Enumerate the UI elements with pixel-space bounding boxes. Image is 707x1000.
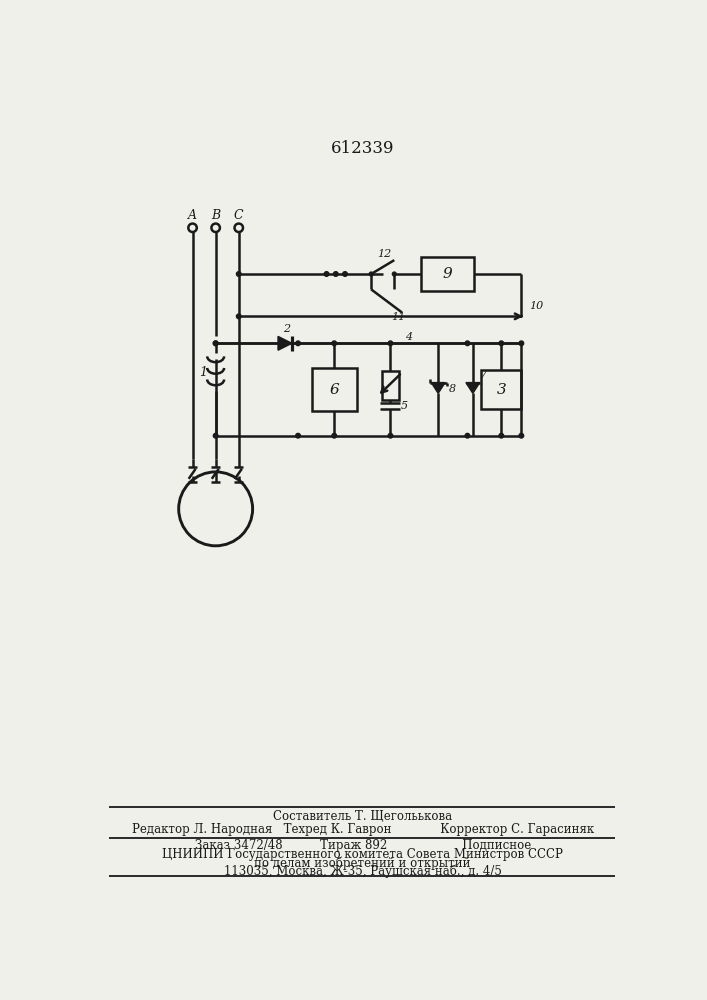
Circle shape [465, 433, 469, 438]
Text: 9: 9 [443, 267, 452, 281]
Circle shape [334, 272, 338, 276]
Circle shape [296, 341, 300, 346]
Circle shape [343, 272, 347, 276]
Circle shape [388, 341, 393, 346]
Text: B: B [211, 209, 220, 222]
Circle shape [214, 433, 218, 438]
Circle shape [214, 341, 218, 346]
Bar [382, 371, 399, 400]
Circle shape [392, 272, 396, 276]
Circle shape [236, 314, 241, 319]
Circle shape [214, 341, 218, 346]
Circle shape [499, 433, 503, 438]
Text: 8: 8 [448, 384, 455, 394]
Bar [421, 257, 474, 291]
Text: C: C [234, 209, 244, 222]
Text: Заказ 3472/48          Тираж 892                    Подписное: Заказ 3472/48 Тираж 892 Подписное [194, 839, 531, 852]
Text: 11: 11 [391, 312, 405, 322]
Text: 10: 10 [530, 301, 544, 311]
Text: 5: 5 [401, 401, 408, 411]
Text: 113035, Москва, Ж-35, Раушская наб., д. 4/5: 113035, Москва, Ж-35, Раушская наб., д. … [224, 865, 502, 878]
Text: 1: 1 [199, 366, 207, 379]
Circle shape [325, 272, 329, 276]
Circle shape [332, 433, 337, 438]
Bar [312, 368, 356, 411]
Text: 6: 6 [329, 382, 339, 396]
Text: 4: 4 [404, 332, 411, 342]
Text: 2: 2 [283, 324, 290, 334]
Text: Составитель Т. Щегольькова: Составитель Т. Щегольькова [273, 810, 452, 823]
Bar [481, 370, 521, 409]
Circle shape [332, 341, 337, 346]
Text: по делам изобретений и открытий: по делам изобретений и открытий [255, 856, 471, 870]
Text: 612339: 612339 [331, 140, 395, 157]
Polygon shape [278, 336, 292, 350]
Circle shape [388, 433, 393, 438]
Circle shape [499, 341, 503, 346]
Circle shape [369, 272, 373, 276]
Polygon shape [466, 383, 480, 393]
Circle shape [236, 272, 241, 276]
Text: 3: 3 [496, 382, 506, 396]
Circle shape [296, 433, 300, 438]
Text: 7: 7 [480, 370, 487, 380]
Text: A: A [188, 209, 197, 222]
Text: 12: 12 [377, 249, 392, 259]
Text: ЦНИИПИ Государственного комитета Совета Министров СССР: ЦНИИПИ Государственного комитета Совета … [163, 848, 563, 861]
Circle shape [465, 341, 469, 346]
Circle shape [519, 433, 524, 438]
Text: Редактор Л. Народная   Техред К. Гаврон             Корректор С. Гарасиняк: Редактор Л. Народная Техред К. Гаврон Ко… [132, 823, 594, 836]
Polygon shape [431, 383, 445, 393]
Circle shape [519, 341, 524, 346]
